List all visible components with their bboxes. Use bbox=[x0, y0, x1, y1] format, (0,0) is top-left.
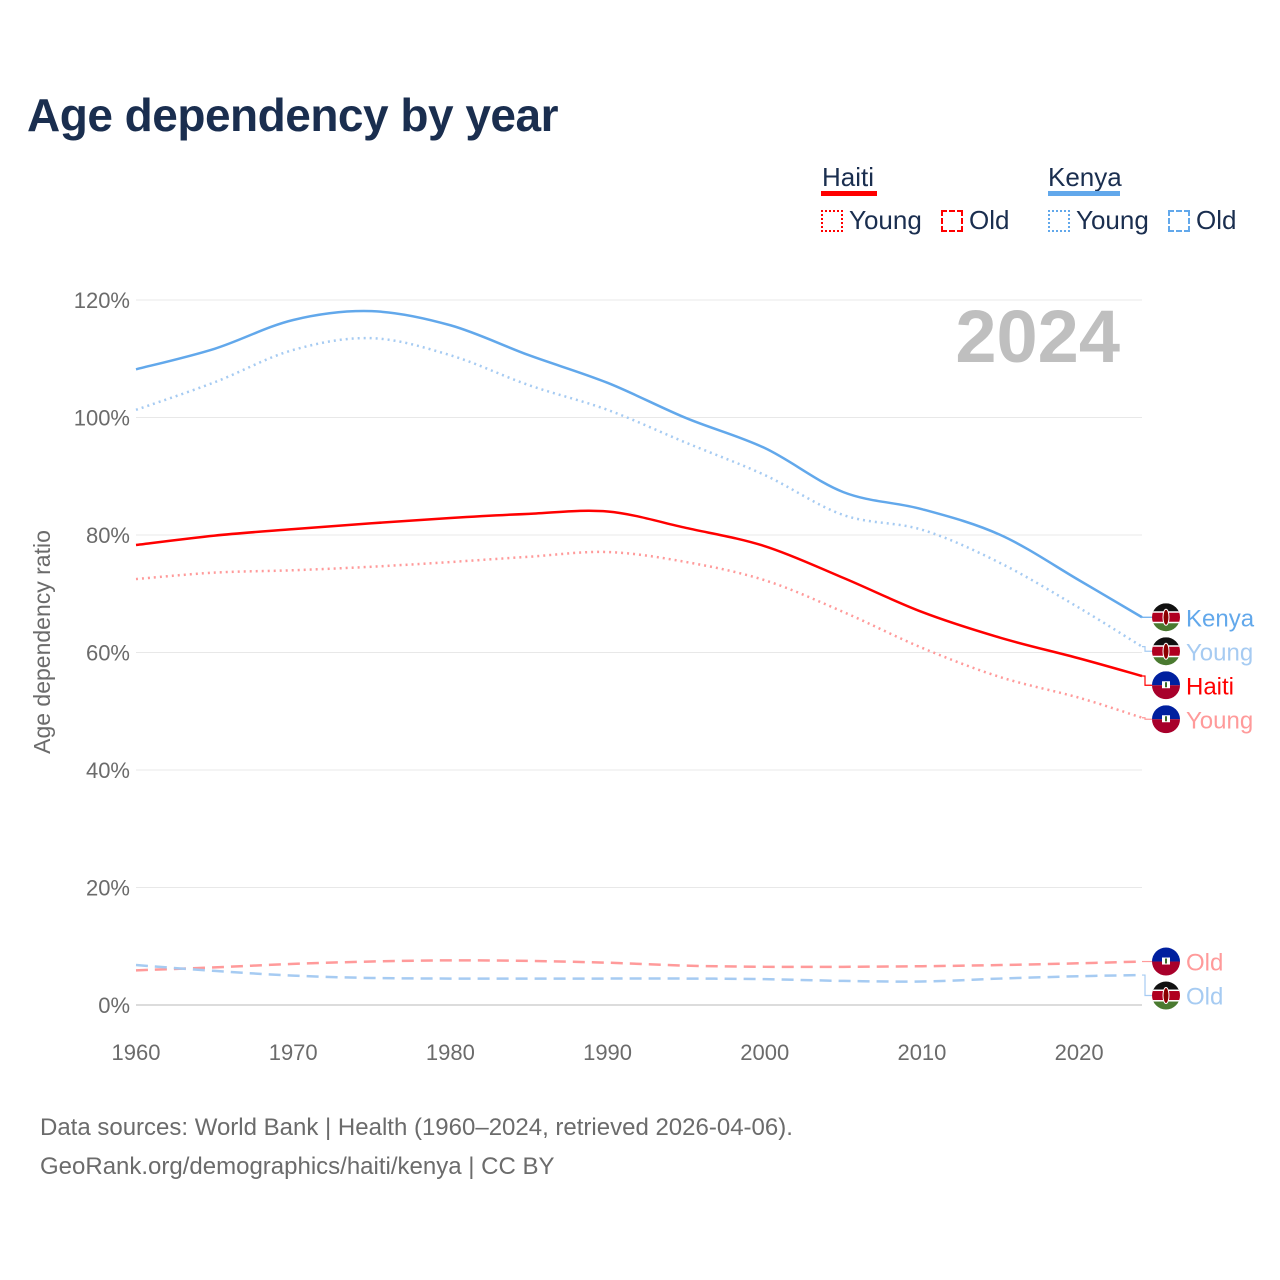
y-tick-label: 40% bbox=[86, 758, 130, 783]
legend-label: Young bbox=[849, 205, 922, 235]
end-label-kenya-young: Young bbox=[1142, 637, 1253, 666]
legend-kenya-label: Kenya bbox=[1048, 162, 1122, 192]
end-label-text: Old bbox=[1186, 984, 1223, 1011]
kenya-flag-icon bbox=[1152, 637, 1180, 666]
kenya-flag-icon bbox=[1152, 981, 1180, 1010]
source-link[interactable]: GeoRank.org/demographics/haiti/kenya | C… bbox=[40, 1153, 555, 1180]
y-axis-label: Age dependency ratio bbox=[29, 530, 55, 754]
x-tick-label: 1960 bbox=[112, 1040, 161, 1065]
legend-kenya-young[interactable]: Young bbox=[1048, 205, 1149, 236]
end-label-haiti: Haiti bbox=[1142, 671, 1234, 700]
end-label-text: Haiti bbox=[1186, 673, 1234, 700]
chart-title: Age dependency by year bbox=[27, 89, 558, 141]
legend-kenya-old[interactable]: Old bbox=[1168, 205, 1236, 236]
end-label-haiti-old: Old bbox=[1142, 947, 1223, 977]
y-tick-label: 60% bbox=[86, 641, 130, 666]
x-tick-label: 1970 bbox=[269, 1040, 318, 1065]
series-line-haiti bbox=[135, 509, 1143, 678]
leader-line bbox=[1142, 646, 1152, 652]
dashed-swatch-icon bbox=[1168, 209, 1190, 232]
end-label-haiti-young: Young bbox=[1142, 705, 1253, 734]
leader-line bbox=[1142, 717, 1152, 720]
legend-label: Young bbox=[1076, 205, 1149, 235]
x-tick-label: 2020 bbox=[1055, 1040, 1104, 1065]
end-label-text: Kenya bbox=[1186, 605, 1255, 632]
source-line: Data sources: World Bank | Health (1960–… bbox=[40, 1114, 793, 1141]
kenya-flag-icon bbox=[1152, 603, 1180, 632]
series-line-haiti-old bbox=[135, 959, 1143, 972]
series-line-haiti-young bbox=[135, 550, 1143, 719]
x-tick-label: 2010 bbox=[897, 1040, 946, 1065]
legend-haiti-line bbox=[821, 191, 877, 196]
end-label-text: Young bbox=[1186, 707, 1253, 734]
legend-label: Old bbox=[969, 205, 1010, 235]
legend-kenya-line bbox=[1048, 191, 1120, 196]
legend-haiti-label: Haiti bbox=[822, 162, 875, 192]
end-label-kenya-old: Old bbox=[1142, 974, 1223, 1011]
leader-line bbox=[1142, 675, 1152, 686]
y-tick-label: 80% bbox=[86, 523, 130, 548]
legend-haiti-old[interactable]: Old bbox=[941, 205, 1009, 236]
source-note: Data sources: World Bank | Health (1960–… bbox=[40, 1108, 793, 1186]
x-tick-label: 1980 bbox=[426, 1040, 475, 1065]
end-label-text: Young bbox=[1186, 639, 1253, 666]
legend-label: Old bbox=[1196, 205, 1237, 235]
dotted-swatch-icon bbox=[821, 209, 843, 232]
dotted-swatch-icon bbox=[1048, 209, 1070, 232]
series-line-kenya-young bbox=[135, 336, 1143, 648]
y-tick-label: 120% bbox=[74, 288, 130, 313]
haiti-flag-icon bbox=[1152, 671, 1180, 700]
series-line-kenya-old bbox=[135, 963, 1143, 983]
legend-haiti-young[interactable]: Young bbox=[821, 205, 922, 236]
haiti-flag-icon bbox=[1152, 947, 1180, 976]
y-tick-label: 100% bbox=[74, 406, 130, 431]
year-watermark: 2024 bbox=[955, 295, 1120, 378]
end-label-text: Old bbox=[1186, 950, 1223, 977]
x-tick-label: 2000 bbox=[740, 1040, 789, 1065]
x-tick-label: 1990 bbox=[583, 1040, 632, 1065]
haiti-flag-icon bbox=[1152, 705, 1180, 734]
line-chart: 0% 20% 40% 60% 80% 100% 120% 1960 1970 1980 1990 20… bbox=[29, 288, 1255, 1065]
y-tick-label: 0% bbox=[98, 993, 130, 1018]
leader-line bbox=[1142, 974, 1152, 997]
end-label-kenya: Kenya bbox=[1142, 603, 1255, 632]
dashed-swatch-icon bbox=[941, 209, 963, 232]
series-line-kenya bbox=[135, 309, 1143, 619]
y-tick-label: 20% bbox=[86, 876, 130, 901]
